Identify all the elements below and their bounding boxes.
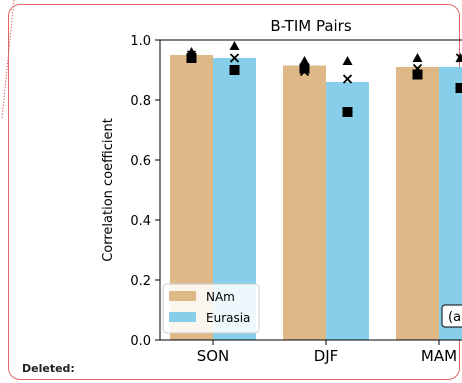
y-axis-label: Correlation coefficient [101,118,116,262]
markers-group [186,41,462,117]
square-marker [229,65,240,75]
legend-label: NAm [206,290,235,304]
bar [326,82,369,340]
cross-marker [455,53,462,63]
comment-deleted-label: Deleted: [22,362,75,375]
chart-title: B-TIM Pairs [270,17,352,35]
panel-label: (a [448,310,461,325]
x-tick-label: DJF [314,347,339,365]
y-tick-label: 0.8 [130,94,151,109]
square-marker [412,69,423,80]
cross-marker [342,74,353,84]
triangle-marker [229,41,240,50]
triangle-marker [342,56,353,65]
y-tick-label: 1.0 [130,34,151,49]
cross-marker [229,53,240,63]
bar [283,65,326,340]
y-tick-label: 0.4 [130,214,151,229]
y-tick-label: 0.0 [130,334,151,349]
triangle-marker [412,53,423,62]
panel-label-box: (a [441,304,462,328]
square-marker [299,63,310,74]
panel-label-frame [441,304,462,328]
x-tick-label: SON [197,347,230,365]
legend: NAm Eurasia [162,283,260,334]
legend-swatch [169,312,196,322]
triangle-marker [299,56,310,65]
x-tick-label: MAM [421,347,457,365]
axes-frame [159,39,462,341]
x-ticks-group: SON DJF MAM [197,340,457,365]
square-marker [455,83,462,93]
legend-label: Eurasia [206,311,250,325]
square-marker [342,107,353,117]
legend-swatch [169,291,196,301]
y-tick-label: 0.6 [130,154,151,169]
y-tick-label: 0.2 [130,274,151,289]
bar [396,67,439,340]
square-marker [186,53,197,63]
bar [439,67,462,340]
y-ticks-group: 0.0 0.2 0.4 0.6 0.8 1.0 [130,34,160,349]
